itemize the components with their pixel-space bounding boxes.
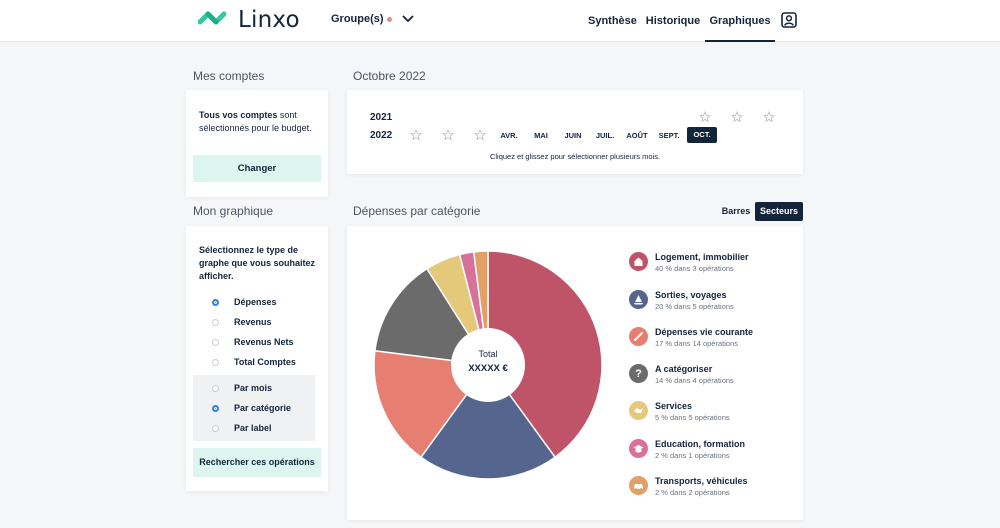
legend-item-a-categoriser[interactable]: ? A catégoriser 14 % dans 4 opérations	[629, 364, 734, 386]
comptes-description: Tous vos comptes sont sélectionnés pour …	[199, 110, 312, 133]
pie-slice-logement[interactable]	[487, 250, 603, 459]
year-2021[interactable]: 2021	[370, 112, 393, 123]
legend-detail: 5 % dans 5 opérations	[655, 413, 730, 422]
year-2022[interactable]: 2022	[370, 130, 393, 141]
graduation-cap-icon	[629, 439, 648, 458]
legend-item-education[interactable]: Education, formation 2 % dans 1 opération…	[629, 439, 745, 461]
changer-button[interactable]: Changer	[193, 155, 321, 182]
pie-center-hole	[451, 328, 525, 402]
star-icon[interactable]	[410, 129, 422, 141]
month-oct-selected[interactable]: OCT.	[687, 127, 717, 143]
month-sept[interactable]: SEPT.	[658, 131, 680, 140]
legend-detail: 17 % dans 14 opérations	[655, 339, 738, 348]
toggle-barres[interactable]: Barres	[721, 206, 751, 216]
legend-detail: 40 % dans 3 opérations	[655, 264, 734, 273]
nav-historique[interactable]: Historique	[645, 15, 701, 27]
depenses-card: Total XXXXX €	[347, 226, 803, 520]
mon-graphique-card: Sélectionnez le type de graphe que vous …	[186, 226, 328, 491]
radio-circle	[212, 404, 219, 412]
month-mai[interactable]: MAI	[534, 131, 548, 140]
radio-label: Revenus	[234, 317, 272, 327]
legend-item-services[interactable]: Services 5 % dans 5 opérations	[629, 401, 730, 423]
legend-detail: 14 % dans 4 opérations	[655, 376, 734, 385]
mes-comptes-card: Tous vos comptes sont sélectionnés pour …	[186, 90, 328, 197]
legend-detail: 20 % dans 5 opérations	[655, 302, 734, 311]
legend-label: Transports, véhicules	[655, 476, 748, 486]
radio-par-label[interactable]: Par label	[212, 423, 272, 433]
month-juin[interactable]: JUIN	[564, 131, 582, 140]
period-hint: Cliquez et glissez pour sélectionner plu…	[489, 152, 661, 161]
user-account-icon[interactable]	[781, 12, 797, 28]
pie-chart	[373, 250, 603, 480]
radio-circle	[212, 424, 219, 432]
radio-circle	[212, 298, 219, 306]
radio-label: Par label	[234, 423, 272, 433]
rechercher-operations-button[interactable]: Rechercher ces opérations	[193, 448, 321, 477]
month-avr[interactable]: AVR.	[500, 131, 518, 140]
legend-detail: 2 % dans 2 opérations	[655, 488, 730, 497]
nav-synthese[interactable]: Synthèse	[588, 15, 637, 27]
handshake-icon	[629, 401, 648, 420]
period-title: Octobre 2022	[353, 69, 426, 83]
pie-slice-sorties[interactable]	[419, 363, 557, 480]
pie-total-label: Total	[478, 349, 498, 359]
groupes-dropdown[interactable]: Groupe(s)	[331, 13, 414, 25]
question-icon: ?	[629, 364, 648, 383]
graphique-intro: Sélectionnez le type de graphe que vous …	[199, 245, 316, 281]
house-icon	[629, 252, 648, 271]
legend-detail: 2 % dans 1 opérations	[655, 451, 730, 460]
chevron-down-icon	[401, 15, 414, 23]
star-icon[interactable]	[763, 111, 775, 123]
radio-label: Revenus Nets	[234, 337, 294, 347]
legend-item-logement[interactable]: Logement, immobilier 40 % dans 3 opératio…	[629, 252, 749, 274]
star-icon[interactable]	[442, 129, 454, 141]
logo-text: Linxo	[238, 7, 300, 33]
pie-slice-a[interactable]	[374, 267, 490, 366]
star-icon[interactable]	[474, 129, 486, 141]
legend-item-sorties[interactable]: Sorties, voyages 20 % dans 5 opérations	[629, 290, 734, 312]
radio-circle	[212, 318, 219, 326]
legend-item-transports[interactable]: Transports, véhicules 2 % dans 2 opératio…	[629, 476, 748, 498]
top-header: Linxo Groupe(s) Synthèse Historique Grap…	[0, 0, 1000, 42]
radio-label: Par mois	[234, 383, 273, 393]
groupes-status-dot	[386, 16, 392, 22]
mes-comptes-title: Mes comptes	[193, 69, 265, 83]
radio-label: Total Comptes	[234, 357, 296, 367]
toggle-secteurs[interactable]: Secteurs	[755, 202, 803, 221]
legend-item-vie-courante[interactable]: Dépenses vie courante 17 % dans 14 opérat…	[629, 327, 753, 349]
depenses-title: Dépenses par catégorie	[353, 204, 481, 218]
radio-depenses[interactable]: Dépenses	[212, 297, 277, 307]
radio-par-mois[interactable]: Par mois	[212, 383, 272, 393]
sailboat-icon	[629, 290, 648, 309]
radio-label: Par catégorie	[234, 403, 292, 413]
star-icon[interactable]	[731, 111, 743, 123]
radio-par-categorie[interactable]: Par catégorie	[212, 403, 291, 413]
mon-graphique-title: Mon graphique	[193, 204, 274, 218]
radio-label: Dépenses	[234, 297, 277, 307]
car-icon	[629, 476, 648, 495]
month-aout[interactable]: AOÛT	[626, 131, 648, 140]
linxo-logo[interactable]: Linxo	[198, 7, 300, 33]
legend-label: A catégoriser	[655, 364, 713, 374]
radio-circle	[212, 358, 219, 366]
radio-revenus-nets[interactable]: Revenus Nets	[212, 337, 294, 347]
pie-total-value: XXXXX €	[468, 363, 508, 374]
month-juil[interactable]: JUIL.	[595, 131, 615, 140]
cutlery-icon	[629, 327, 648, 346]
radio-circle	[212, 384, 219, 392]
radio-revenus[interactable]: Revenus	[212, 317, 272, 327]
star-icon[interactable]	[699, 111, 711, 123]
legend-label: Sorties, voyages	[655, 290, 727, 300]
period-card: 2021 2022 AVR. MAI JUIN JUIL. AOÛT SEPT.…	[347, 90, 803, 174]
legend-label: Education, formation	[655, 439, 745, 449]
nav-graphiques[interactable]: Graphiques	[705, 0, 775, 42]
legend-label: Dépenses vie courante	[655, 327, 754, 337]
linxo-logo-icon	[198, 11, 227, 25]
groupes-label: Groupe(s)	[331, 13, 384, 25]
radio-total-comptes[interactable]: Total Comptes	[212, 357, 296, 367]
legend-label: Services	[655, 401, 693, 411]
legend-label: Logement, immobilier	[655, 252, 749, 262]
radio-circle	[212, 338, 219, 346]
